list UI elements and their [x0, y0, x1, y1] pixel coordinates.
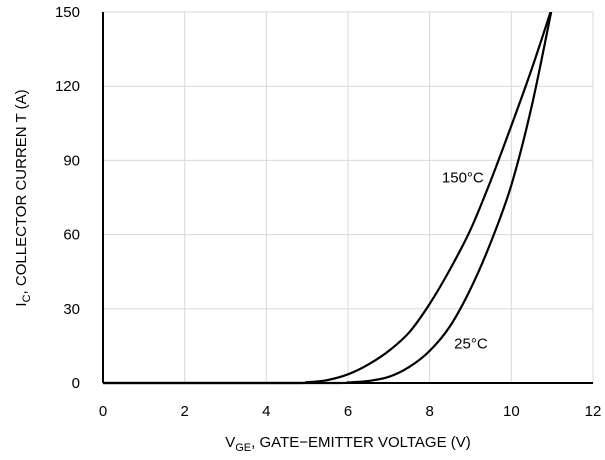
x-axis-title: VGE, GATE−EMITTER VOLTAGE (V) [225, 434, 471, 454]
axes [102, 12, 593, 384]
series-line-0 [103, 12, 552, 385]
y-tick-label: 0 [72, 375, 80, 392]
x-axis-title-rest: , GATE−EMITTER VOLTAGE (V) [251, 434, 471, 451]
x-tick-label: 4 [262, 403, 270, 420]
curve-label: 25°C [454, 335, 488, 352]
y-axis-title: IC, COLLECTOR CURREN T (A) [13, 89, 33, 306]
curve-annotations: 150°C 25°C [442, 170, 488, 353]
y-tick-label: 60 [63, 227, 80, 244]
grid [103, 11, 594, 383]
x-tick-label: 0 [99, 403, 107, 420]
y-tick-label: 90 [63, 152, 80, 169]
y-axis-title-rest: , COLLECTOR CURREN T (A) [13, 89, 30, 294]
x-tick-label: 10 [503, 403, 520, 420]
y-tick-label: 150 [55, 4, 80, 21]
y-tick-label: 120 [55, 78, 80, 95]
curve-label: 150°C [442, 170, 484, 187]
x-tick-label: 12 [585, 403, 602, 420]
x-tick-label: 6 [344, 403, 352, 420]
y-tick-labels: 0 30 60 90 120 150 [55, 4, 80, 392]
x-tick-label: 8 [425, 403, 433, 420]
y-tick-label: 30 [63, 301, 80, 318]
y-axis-title-prefix: I [13, 302, 30, 306]
y-axis-title-sub: C [21, 294, 33, 302]
x-tick-label: 2 [180, 403, 188, 420]
x-axis-title-sub: GE [235, 442, 251, 454]
curves [103, 12, 553, 385]
x-tick-labels: 0 2 4 6 8 10 12 [99, 403, 602, 420]
x-axis-title-prefix: V [225, 434, 235, 451]
